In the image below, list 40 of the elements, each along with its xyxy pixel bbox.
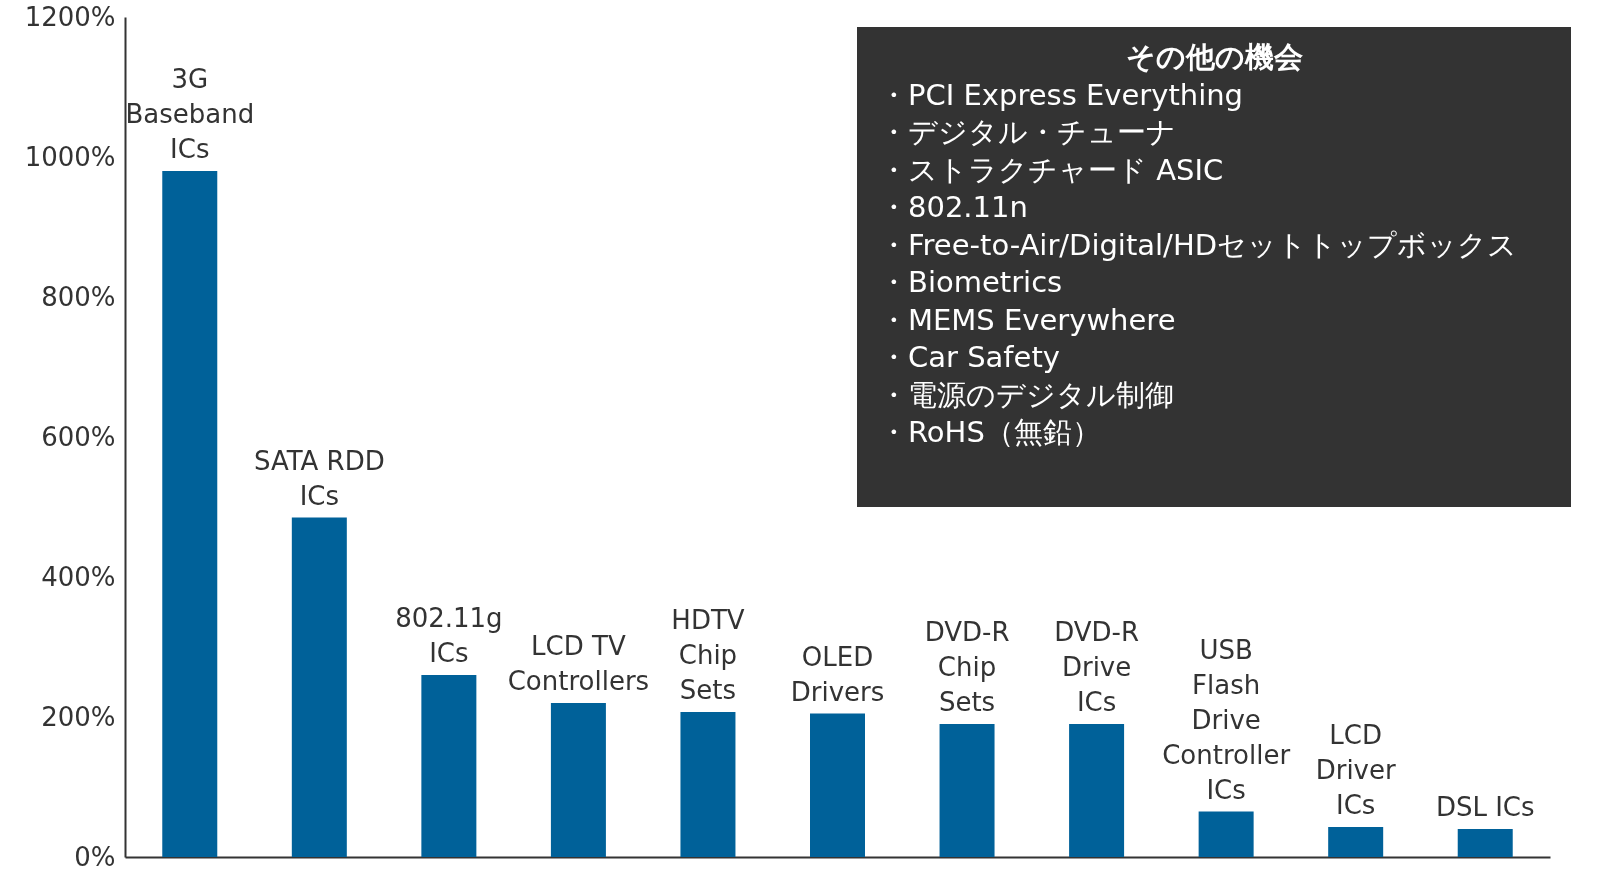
annotation: ・PCI Express Everything — [879, 76, 1244, 114]
annotation: ・電源のデジタル制御 — [879, 376, 1175, 414]
bar — [810, 713, 865, 857]
annotation: その他の機会 — [1124, 39, 1304, 76]
y-tick-label: 1200% — [24, 1, 116, 32]
annotation: ・Car Safety — [879, 339, 1061, 376]
y-tick-label: 800% — [41, 281, 116, 312]
bar — [680, 712, 736, 857]
x-tick-label: DSL ICs — [1435, 792, 1535, 822]
bar — [162, 171, 218, 857]
x-tick-label: OLED Drivers — [790, 641, 885, 707]
bar — [1069, 724, 1125, 857]
bar — [939, 724, 995, 857]
bar — [1328, 826, 1384, 857]
x-tick-label: 3G Baseband ICs — [125, 64, 255, 164]
x-tick-label: HDTV Chip Sets — [671, 605, 745, 706]
annotation: ・RoHS（無鉛） — [879, 414, 1102, 451]
annotation: ・Biometrics — [879, 264, 1064, 301]
annotation: ・Free-to-Air/Digital/HDセットトップボックス — [879, 226, 1519, 264]
y-tick-label: 400% — [41, 561, 116, 592]
y-tick-label: 1000% — [24, 141, 116, 172]
x-tick-label: SATA RDD ICs — [253, 445, 385, 511]
annotation: ・MEMS Everywhere — [879, 301, 1177, 339]
bar — [1198, 811, 1254, 857]
bar — [291, 517, 347, 857]
bar — [1457, 829, 1513, 857]
x-tick-label: DVD-R Chip Sets — [924, 617, 1010, 717]
bar — [421, 675, 477, 857]
x-tick-label: USB Flash Drive Controller ICs — [1162, 634, 1291, 805]
y-tick-label: 0% — [74, 841, 116, 872]
x-tick-label: 802.11g ICs — [395, 603, 503, 668]
y-tick-label: 600% — [41, 421, 116, 452]
annotation: ・ストラクチャード ASIC — [879, 151, 1225, 189]
x-tick-label: DVD-R Drive ICs — [1054, 617, 1139, 717]
bar — [550, 703, 606, 857]
x-tick-label: LCD TV Controllers — [507, 631, 650, 696]
annotation: ・802.11n — [879, 189, 1029, 226]
y-tick-label: 200% — [41, 701, 116, 732]
annotation: ・デジタル・チューナ — [879, 114, 1177, 151]
x-tick-label: LCD Driver ICs — [1315, 719, 1396, 820]
